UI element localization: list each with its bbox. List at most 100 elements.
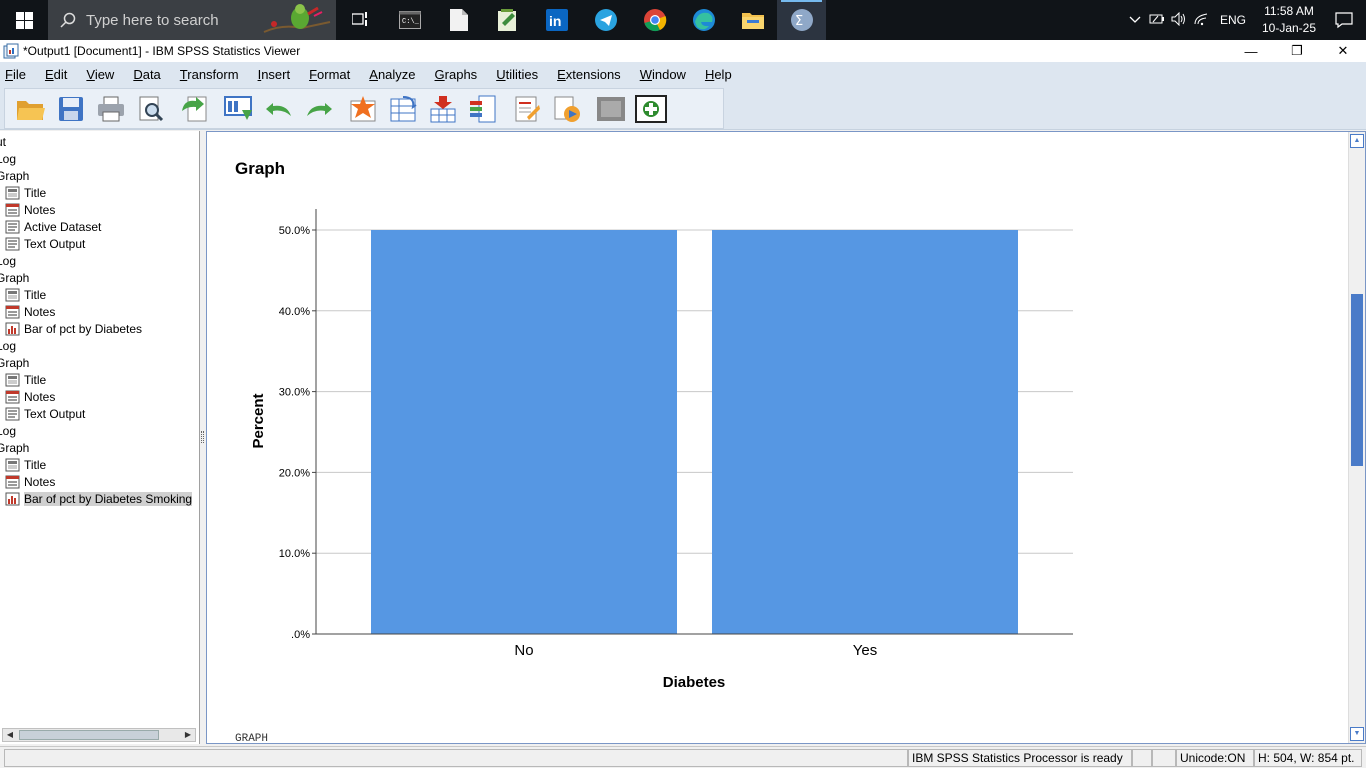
- pane-splitter[interactable]: [200, 131, 206, 744]
- splitter-grip-icon[interactable]: [201, 431, 204, 443]
- restore-button[interactable]: ❐: [1274, 40, 1320, 62]
- scroll-up-icon[interactable]: ▲: [1350, 134, 1364, 148]
- menu-insert[interactable]: Insert: [257, 67, 291, 82]
- task-view-icon[interactable]: [336, 0, 385, 40]
- language-indicator[interactable]: ENG: [1219, 13, 1246, 27]
- menu-data[interactable]: Data: [133, 67, 161, 82]
- output-content-pane[interactable]: Graph .0% 10.0% 20.0% 30.0% 40.0% 50.0% No Yes D…: [206, 131, 1366, 744]
- title-icon: [5, 186, 24, 200]
- chart-icon: [5, 492, 24, 506]
- outline-item-label: Graph: [0, 168, 30, 183]
- menu-utilities[interactable]: Utilities: [496, 67, 539, 82]
- goto-data-icon[interactable]: [343, 91, 383, 127]
- output-heading: Graph: [235, 159, 286, 178]
- file-explorer-icon[interactable]: [728, 0, 777, 40]
- menu-view[interactable]: View: [86, 67, 115, 82]
- window-titlebar: *Output1 [Document1] - IBM SPSS Statisti…: [0, 40, 1366, 62]
- outline-item[interactable]: Graph: [0, 167, 199, 184]
- outline-item[interactable]: Log: [0, 422, 199, 439]
- outline-item[interactable]: Graph: [0, 354, 199, 371]
- volume-icon[interactable]: [1168, 11, 1190, 29]
- goto-case-icon[interactable]: [383, 91, 423, 127]
- outline-item[interactable]: Notes: [0, 388, 199, 405]
- outline-horizontal-scrollbar[interactable]: ◀ ▶: [2, 728, 196, 742]
- outline-item-label: Graph: [0, 440, 30, 455]
- outline-item[interactable]: Title: [0, 371, 199, 388]
- linkedin-icon[interactable]: in: [532, 0, 581, 40]
- taskbar-search[interactable]: Type here to search: [48, 0, 336, 40]
- chart-icon: [5, 322, 24, 336]
- menu-analyze[interactable]: Analyze: [369, 67, 416, 82]
- battery-icon[interactable]: [1146, 13, 1168, 28]
- menu-file[interactable]: File: [5, 67, 26, 82]
- clock[interactable]: 11:58 AM 10-Jan-25: [1256, 3, 1322, 37]
- menu-extensions[interactable]: Extensions: [557, 67, 621, 82]
- syntax-text: GRAPH: [235, 733, 269, 744]
- scroll-down-icon[interactable]: ▼: [1350, 727, 1364, 741]
- content-vertical-scrollbar[interactable]: ▲ ▼: [1348, 132, 1365, 743]
- print-preview-icon[interactable]: [131, 91, 171, 127]
- content-scroll-thumb[interactable]: [1351, 294, 1363, 466]
- outline-item[interactable]: Log: [0, 337, 199, 354]
- outline-item[interactable]: Log: [0, 252, 199, 269]
- outline-item[interactable]: Graph: [0, 269, 199, 286]
- outline-item[interactable]: ut: [0, 133, 199, 150]
- telegram-icon[interactable]: [581, 0, 630, 40]
- outline-item[interactable]: Text Output: [0, 235, 199, 252]
- undo-icon[interactable]: [259, 91, 299, 127]
- text-output-icon: [5, 220, 24, 234]
- svg-text:in: in: [549, 13, 561, 29]
- outline-item[interactable]: Graph: [0, 439, 199, 456]
- spss-taskbar-icon[interactable]: Σ: [777, 0, 826, 40]
- chevron-up-icon[interactable]: [1124, 13, 1146, 27]
- create-icon[interactable]: [631, 91, 671, 127]
- variables-icon[interactable]: [463, 91, 503, 127]
- save-icon[interactable]: [51, 91, 91, 127]
- notification-icon[interactable]: [1322, 11, 1366, 29]
- close-button[interactable]: ✕: [1320, 40, 1366, 62]
- run-script-icon[interactable]: [547, 91, 587, 127]
- outline-item-label: Notes: [24, 304, 56, 319]
- edge-icon[interactable]: [679, 0, 728, 40]
- start-button[interactable]: [0, 0, 48, 40]
- outline-item-label: Title: [24, 185, 47, 200]
- notepad-icon[interactable]: [483, 0, 532, 40]
- wifi-icon[interactable]: [1190, 12, 1212, 29]
- outline-item[interactable]: Text Output: [0, 405, 199, 422]
- unicode-status: Unicode:ON: [1176, 749, 1254, 767]
- outline-item[interactable]: Bar of pct by Diabetes Smoking: [0, 490, 199, 507]
- outline-item[interactable]: Notes: [0, 201, 199, 218]
- outline-item[interactable]: Log: [0, 150, 199, 167]
- outline-scroll-thumb[interactable]: [19, 730, 159, 740]
- outline-item[interactable]: Bar of pct by Diabetes: [0, 320, 199, 337]
- outline-pane[interactable]: ut Log Graph Title Notes Active Dataset Text O…: [0, 131, 200, 744]
- menu-help[interactable]: Help: [704, 67, 732, 82]
- show-all-variables-icon[interactable]: [507, 91, 547, 127]
- document-icon[interactable]: [434, 0, 483, 40]
- print-icon[interactable]: [91, 91, 131, 127]
- minimize-button[interactable]: —: [1228, 40, 1274, 62]
- menu-window[interactable]: Window: [639, 67, 686, 82]
- menu-format[interactable]: Format: [309, 67, 351, 82]
- chrome-icon[interactable]: [630, 0, 679, 40]
- scroll-right-icon[interactable]: ▶: [184, 730, 192, 739]
- menu-edit[interactable]: Edit: [44, 67, 68, 82]
- outline-item[interactable]: Notes: [0, 303, 199, 320]
- recall-dialog-icon[interactable]: [219, 91, 259, 127]
- menu-graphs[interactable]: Graphs: [434, 67, 478, 82]
- bar-chart[interactable]: .0% 10.0% 20.0% 30.0% 40.0% 50.0% No Yes Diabete…: [207, 132, 1347, 743]
- export-icon[interactable]: [175, 91, 215, 127]
- open-folder-icon[interactable]: [11, 91, 51, 127]
- menu-transform[interactable]: Transform: [179, 67, 239, 82]
- outline-item[interactable]: Active Dataset: [0, 218, 199, 235]
- designate-window-icon[interactable]: [591, 91, 631, 127]
- scroll-left-icon[interactable]: ◀: [6, 730, 14, 739]
- outline-item[interactable]: Title: [0, 456, 199, 473]
- insert-cases-icon[interactable]: [423, 91, 463, 127]
- redo-icon[interactable]: [299, 91, 339, 127]
- outline-item[interactable]: Title: [0, 184, 199, 201]
- terminal-icon[interactable]: C:\_: [385, 0, 434, 40]
- bar: [712, 230, 1018, 634]
- outline-item[interactable]: Title: [0, 286, 199, 303]
- outline-item[interactable]: Notes: [0, 473, 199, 490]
